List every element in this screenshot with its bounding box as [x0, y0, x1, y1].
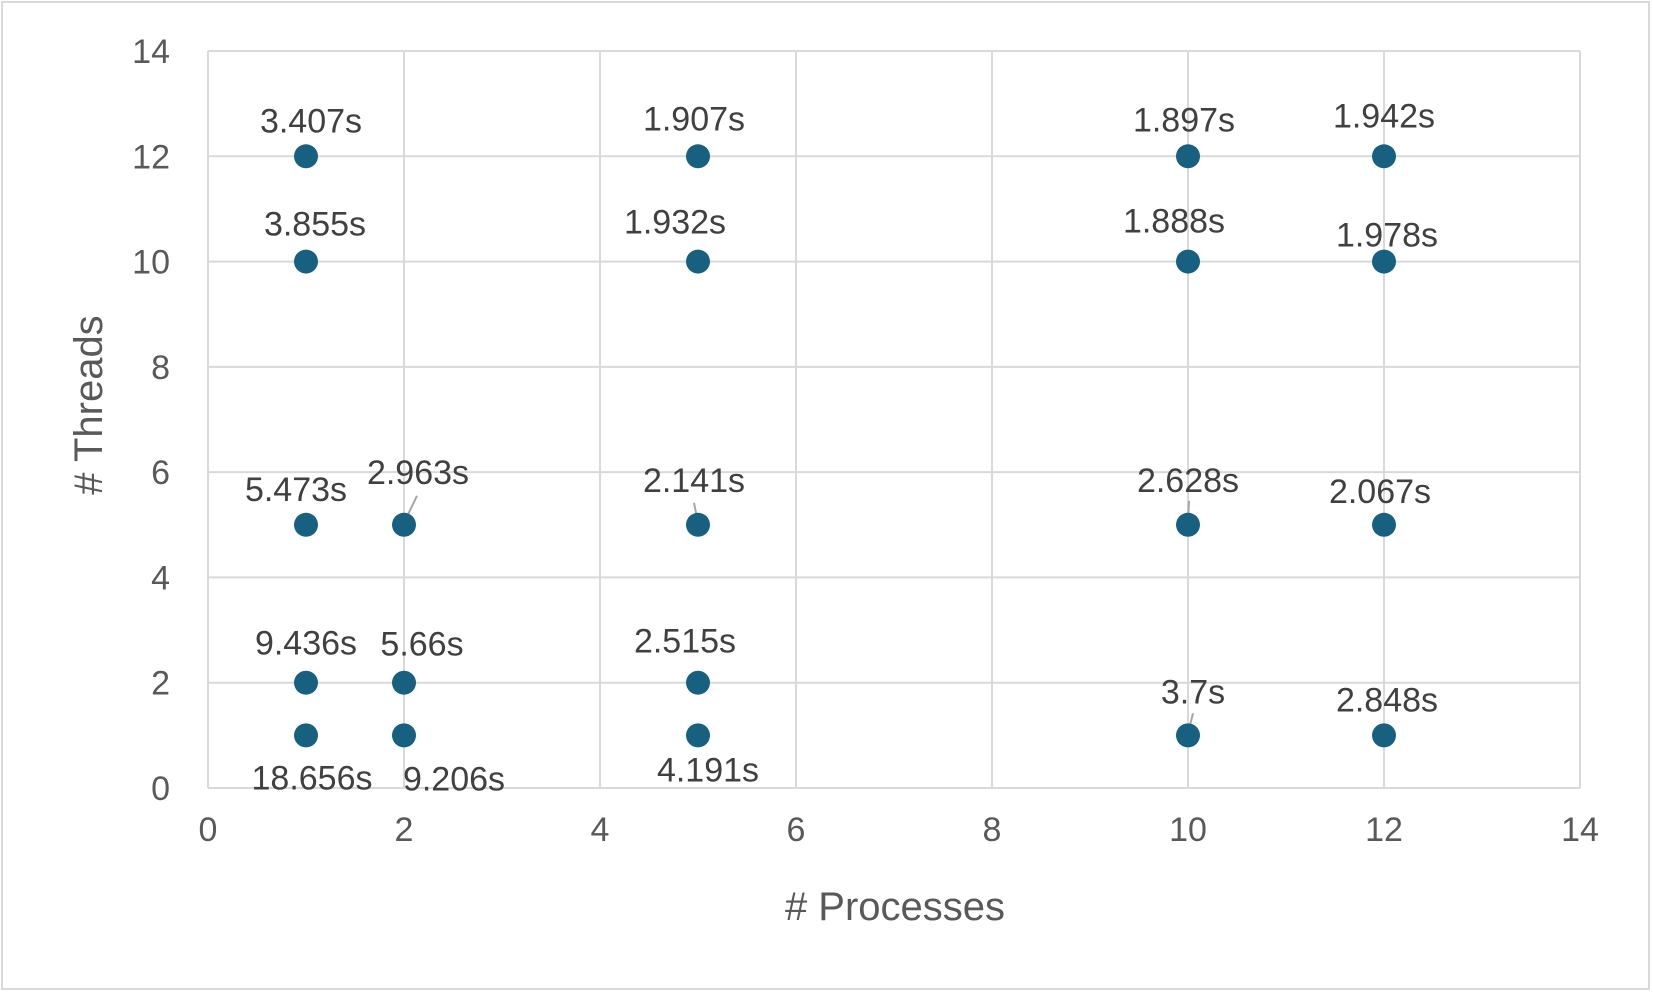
x-tick-label: 4	[591, 811, 610, 849]
data-label: 5.473s	[245, 471, 347, 509]
data-label: 4.191s	[657, 751, 759, 789]
x-tick-label: 6	[787, 811, 806, 849]
data-point	[686, 723, 710, 748]
data-label: 2.848s	[1336, 681, 1438, 719]
data-points	[294, 144, 1396, 748]
y-tick-label: 6	[151, 454, 170, 492]
data-label: 3.855s	[264, 206, 366, 244]
y-tick-label: 0	[151, 770, 170, 808]
data-label: 18.656s	[252, 759, 373, 797]
data-point	[294, 144, 318, 169]
data-point	[392, 723, 416, 748]
y-axis-title: # Threads	[67, 315, 111, 494]
data-label: 1.897s	[1133, 101, 1235, 139]
data-label: 2.628s	[1137, 462, 1239, 500]
y-axis-ticks: 0 2 4 6 8 10 12 14	[132, 33, 170, 808]
data-point	[294, 249, 318, 274]
x-tick-label: 0	[199, 811, 218, 849]
y-tick-label: 14	[132, 33, 170, 71]
data-label: 5.66s	[380, 626, 463, 664]
data-label: 9.206s	[403, 760, 505, 798]
data-point	[392, 670, 416, 695]
data-label: 3.407s	[260, 102, 362, 140]
data-point	[392, 512, 416, 537]
data-point	[1176, 249, 1200, 274]
data-point	[1176, 512, 1200, 537]
data-label: 9.436s	[255, 625, 357, 663]
data-label: 1.888s	[1123, 203, 1225, 241]
x-tick-label: 14	[1561, 811, 1599, 849]
x-tick-label: 2	[395, 811, 414, 849]
data-point	[686, 670, 710, 695]
data-point	[1372, 249, 1396, 274]
leader-lines	[403, 495, 1194, 734]
data-point	[1176, 144, 1200, 169]
y-tick-label: 12	[132, 138, 170, 176]
data-label: 3.7s	[1161, 673, 1225, 711]
data-label: 1.932s	[624, 204, 726, 242]
x-tick-label: 10	[1169, 811, 1207, 849]
x-tick-label: 12	[1365, 811, 1403, 849]
data-point	[1176, 723, 1200, 748]
data-label: 2.067s	[1329, 473, 1431, 511]
data-label: 1.978s	[1336, 217, 1438, 255]
x-axis-ticks: 0 2 4 6 8 10 12 14	[199, 811, 1599, 849]
data-point	[1372, 512, 1396, 537]
y-tick-label: 2	[151, 665, 170, 703]
data-point	[294, 670, 318, 695]
data-label: 2.515s	[634, 623, 736, 661]
data-point	[686, 512, 710, 537]
data-point	[294, 723, 318, 748]
data-labels: 3.407s 3.855s 5.473s 9.436s 18.656s 2.963s 5.6…	[245, 97, 1438, 798]
data-point	[1372, 723, 1396, 748]
data-point	[1372, 144, 1396, 169]
data-label: 2.963s	[367, 454, 469, 492]
data-point	[686, 249, 710, 274]
data-point	[686, 144, 710, 169]
x-tick-label: 8	[983, 811, 1002, 849]
y-tick-label: 10	[132, 244, 170, 282]
x-axis-title: # Processes	[785, 885, 1005, 929]
gridlines	[207, 50, 1581, 789]
data-label: 2.141s	[643, 462, 745, 500]
y-tick-label: 4	[151, 559, 170, 597]
data-point	[294, 512, 318, 537]
data-label: 1.942s	[1333, 97, 1435, 135]
y-tick-label: 8	[151, 349, 170, 387]
data-label: 1.907s	[643, 100, 745, 138]
